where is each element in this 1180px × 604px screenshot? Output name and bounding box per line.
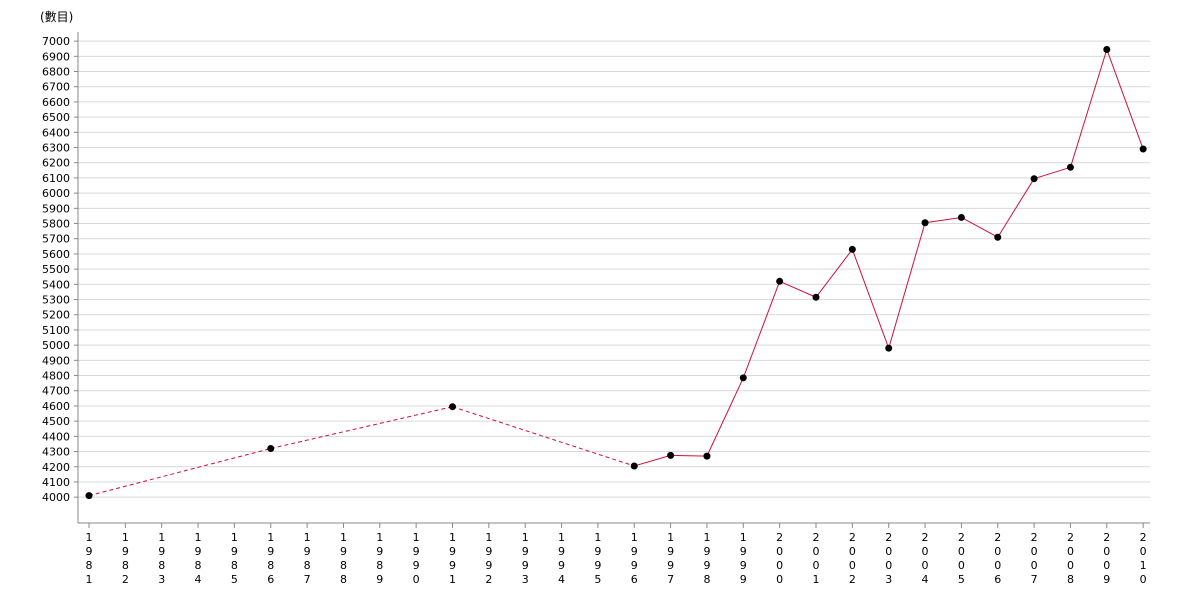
series-segment bbox=[815, 249, 853, 298]
y-tick-label: 5000 bbox=[42, 339, 70, 352]
series-segment bbox=[779, 280, 817, 298]
data-point bbox=[630, 462, 638, 470]
y-tick-label: 6400 bbox=[42, 126, 70, 139]
data-point bbox=[848, 245, 856, 253]
y-tick-label: 4300 bbox=[42, 446, 70, 459]
data-point bbox=[449, 403, 456, 411]
y-tick-label: 6100 bbox=[42, 172, 70, 185]
series-segment bbox=[1069, 49, 1108, 168]
y-tick-label: 4000 bbox=[42, 491, 70, 504]
y-tick-label: 4600 bbox=[42, 400, 70, 413]
y-tick-label: 4400 bbox=[42, 430, 70, 443]
y-tick-label: 6200 bbox=[42, 157, 70, 170]
data-point bbox=[667, 451, 675, 459]
y-unit-label: (數目) bbox=[40, 10, 74, 24]
data-point bbox=[812, 293, 820, 301]
data-point bbox=[994, 233, 1002, 241]
data-point bbox=[85, 492, 93, 500]
data-point bbox=[1103, 45, 1111, 53]
y-tick-label: 5100 bbox=[42, 324, 70, 337]
series-segment bbox=[888, 222, 926, 349]
y-tick-label: 6500 bbox=[42, 111, 70, 124]
data-point bbox=[776, 277, 784, 285]
series-segment-dashed bbox=[452, 406, 635, 467]
data-point bbox=[267, 445, 275, 453]
series-segment-dashed bbox=[270, 406, 453, 450]
series-segment bbox=[742, 281, 781, 379]
y-tick-label: 7000 bbox=[42, 35, 70, 48]
data-point bbox=[703, 452, 711, 460]
series-segment bbox=[997, 178, 1035, 238]
data-point bbox=[1030, 175, 1038, 183]
y-tick-label: 6600 bbox=[42, 96, 70, 109]
series-segment bbox=[634, 454, 671, 467]
y-tick-label: 5500 bbox=[42, 263, 70, 276]
data-point bbox=[957, 213, 965, 221]
data-point bbox=[739, 374, 747, 382]
y-tick-label: 4500 bbox=[42, 415, 70, 428]
y-tick-label: 6000 bbox=[42, 187, 70, 200]
y-tick-label: 4800 bbox=[42, 370, 70, 383]
data-point bbox=[1066, 163, 1074, 171]
y-tick-label: 5900 bbox=[42, 202, 70, 215]
data-point bbox=[1139, 145, 1147, 153]
y-tick-label: 4900 bbox=[42, 354, 70, 367]
y-tick-label: 4200 bbox=[42, 461, 70, 474]
y-tick-label: 5600 bbox=[42, 248, 70, 261]
y-tick-label: 5700 bbox=[42, 233, 70, 246]
y-tick-label: 5300 bbox=[42, 294, 70, 307]
y-tick-label: 6800 bbox=[42, 66, 70, 79]
y-tick-label: 6900 bbox=[42, 50, 70, 63]
series-segment bbox=[706, 377, 744, 457]
y-tick-label: 4700 bbox=[42, 385, 70, 398]
y-tick-label: 4100 bbox=[42, 476, 70, 489]
series-segment bbox=[1106, 49, 1144, 150]
series-segment bbox=[851, 249, 890, 349]
data-point bbox=[921, 219, 929, 227]
series-segment-dashed bbox=[88, 448, 271, 497]
series-segment bbox=[1033, 166, 1071, 180]
y-tick-label: 6300 bbox=[42, 142, 70, 155]
series-segment bbox=[961, 217, 998, 238]
y-tick-label: 6700 bbox=[42, 81, 70, 94]
y-tick-label: 5400 bbox=[42, 278, 70, 291]
data-point bbox=[885, 344, 893, 352]
y-tick-label: 5200 bbox=[42, 309, 70, 322]
y-tick-label: 5800 bbox=[42, 218, 70, 231]
series-segment bbox=[924, 216, 962, 224]
series-segment bbox=[670, 454, 707, 457]
